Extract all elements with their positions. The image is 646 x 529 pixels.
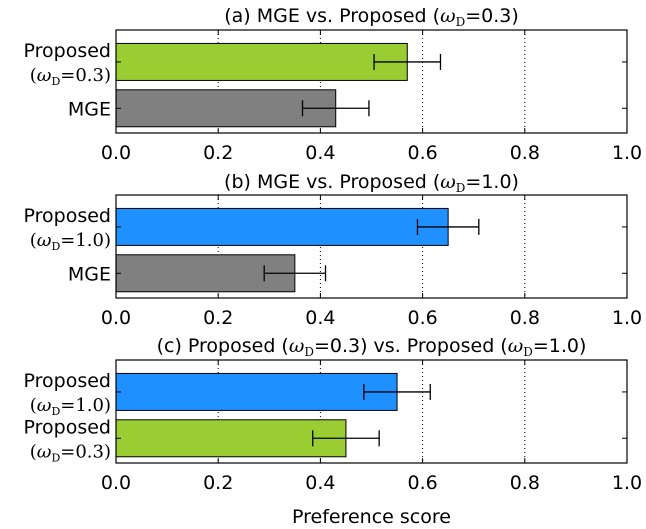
x-tick-label: 0.4 <box>305 472 335 494</box>
x-tick-label: 0.4 <box>305 307 335 329</box>
x-tick-label: 1.0 <box>612 307 642 329</box>
x-tick-label: 0.2 <box>203 307 233 329</box>
axes-frame <box>115 29 628 134</box>
x-tick-label: 0.8 <box>510 142 540 164</box>
category-label-param: (ωD=0.3) <box>30 441 111 464</box>
category-label: MGE <box>68 98 111 120</box>
axes-frame <box>115 194 628 299</box>
x-tick-label: 0.6 <box>407 142 437 164</box>
category-label: Proposed <box>24 416 111 438</box>
x-tick-label: 0.6 <box>407 472 437 494</box>
error-bar <box>312 430 380 447</box>
x-tick-label: 1.0 <box>612 142 642 164</box>
chart-title: (c) Proposed (ωD=0.3) vs. Proposed (ωD=1… <box>157 335 587 359</box>
chart-title: (b) MGE vs. Proposed (ωD=1.0) <box>224 171 519 195</box>
chart-title: (a) MGE vs. Proposed (ωD=0.3) <box>224 5 519 29</box>
error-bar <box>416 218 480 235</box>
x-tick-label: 0.6 <box>407 307 437 329</box>
x-tick-label: 0.0 <box>101 472 131 494</box>
category-label: Proposed <box>24 370 111 392</box>
error-bar <box>301 100 370 117</box>
chart-panel-a: (a) MGE vs. Proposed (ωD=0.3) Proposed (ωD… <box>24 5 643 164</box>
chart-panel-c: (c) Proposed (ωD=0.3) vs. Proposed (ωD=1… <box>24 335 643 528</box>
category-label-param: (ωD=1.0) <box>30 395 111 418</box>
bar <box>115 372 398 411</box>
category-label: MGE <box>68 263 111 285</box>
bar <box>115 89 337 128</box>
x-tick-label: 0.2 <box>203 142 233 164</box>
chart-panel-b: (b) MGE vs. Proposed (ωD=1.0) Proposed (ωD… <box>24 171 643 329</box>
error-bar <box>263 265 327 282</box>
x-tick-label: 1.0 <box>612 472 642 494</box>
x-tick-label: 0.8 <box>510 307 540 329</box>
error-bar <box>363 383 431 400</box>
category-label-param: (ωD=1.0) <box>30 230 111 253</box>
axes-frame <box>115 359 628 464</box>
x-tick-label: 0.8 <box>510 472 540 494</box>
bar <box>115 419 347 458</box>
x-tick-label: 0.0 <box>101 142 131 164</box>
error-bar <box>373 53 442 70</box>
x-tick-label: 0.4 <box>305 142 335 164</box>
x-tick-label: 0.2 <box>203 472 233 494</box>
x-axis-label: Preference score <box>292 506 451 528</box>
bar <box>115 42 408 81</box>
bar <box>115 207 449 246</box>
x-tick-label: 0.0 <box>101 307 131 329</box>
category-label: Proposed <box>24 40 111 62</box>
category-label: Proposed <box>24 205 111 227</box>
category-label-param: (ωD=0.3) <box>30 65 111 88</box>
